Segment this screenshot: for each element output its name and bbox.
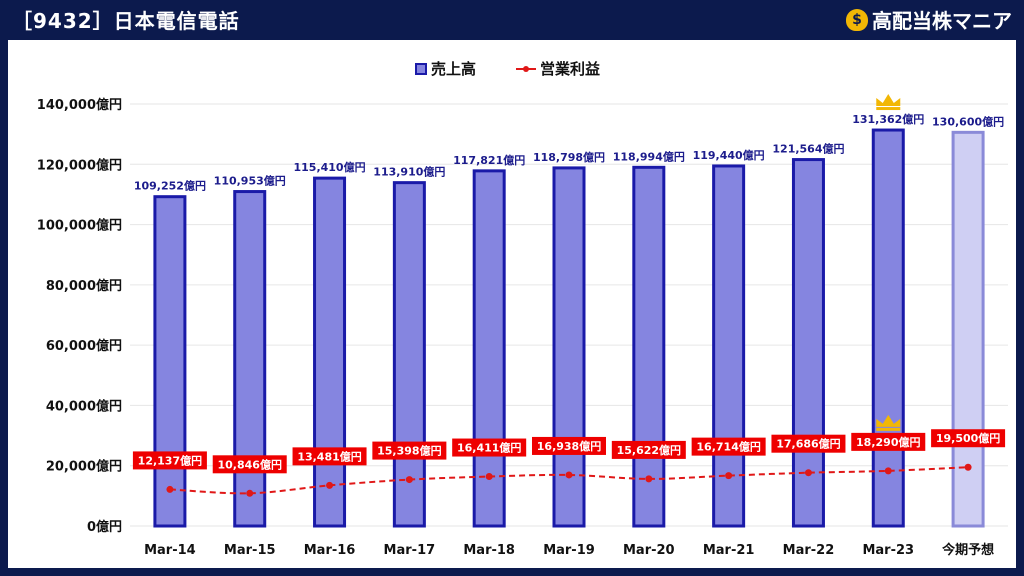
- profit-line: [169, 466, 969, 495]
- legend-line-marker: [523, 66, 529, 72]
- profit-value-label: 13,481億円: [297, 449, 361, 463]
- legend-bar-swatch: [415, 63, 427, 75]
- bar-value-label: 118,994億円: [613, 149, 685, 163]
- profit-point: [725, 472, 733, 480]
- y-tick-label: 40,000億円: [46, 398, 122, 414]
- money-bag-icon: $: [846, 8, 868, 31]
- profit-label-box: [851, 432, 926, 451]
- bar: [153, 195, 187, 528]
- bar-value-label: 130,600億円: [932, 114, 1004, 128]
- y-tick-label: 60,000億円: [46, 338, 122, 354]
- bar-value-label: 117,821億円: [453, 153, 525, 167]
- profit-label-box: [611, 440, 686, 459]
- bar: [712, 164, 746, 528]
- brand-name: 高配当株マニア: [872, 9, 1012, 33]
- x-tick-label: Mar-22: [783, 543, 835, 558]
- bar-value-label: 115,410億円: [293, 160, 365, 174]
- bar: [951, 130, 985, 528]
- profit-point: [964, 463, 972, 471]
- revenue-profit-chart: 0億円 20,000億円 40,000億円 60,000億円 80,000億円 100,0…: [37, 60, 1008, 558]
- profit-point: [485, 473, 493, 481]
- profit-label-box: [292, 447, 367, 466]
- profit-label-box: [212, 455, 287, 474]
- y-tick-label: 140,000億円: [37, 97, 122, 113]
- chart-panel: 0億円 20,000億円 40,000億円 60,000億円 80,000億円 100,0…: [8, 40, 1016, 568]
- profit-label-box: [931, 429, 1006, 448]
- header-bar: ［9432］日本電信電話 $ 高配当株マニア: [0, 0, 1024, 36]
- x-tick-label: Mar-17: [384, 543, 436, 558]
- crown-icon: [876, 414, 901, 427]
- profit-point: [405, 476, 413, 484]
- profit-label-box: [372, 441, 447, 460]
- brand-logo: $ 高配当株マニア: [846, 5, 1012, 34]
- x-tick-label: 今期予想: [941, 542, 994, 558]
- bar: [233, 190, 267, 528]
- bar-value-label: 131,362億円: [852, 112, 924, 126]
- profit-point: [166, 485, 174, 493]
- profit-label-box: [132, 451, 207, 470]
- x-tick-label: Mar-23: [862, 543, 914, 558]
- crown-icon: [876, 94, 901, 107]
- bar: [552, 166, 586, 528]
- bar: [313, 176, 347, 528]
- y-tick-label: 100,000億円: [37, 218, 122, 234]
- profit-value-label: 16,938億円: [537, 439, 601, 453]
- x-tick-label: Mar-19: [543, 543, 595, 558]
- profit-label-box: [691, 437, 766, 456]
- x-tick-label: Mar-16: [304, 543, 356, 558]
- bar: [871, 128, 905, 528]
- bar: [472, 169, 506, 528]
- legend-line-label: 営業利益: [540, 60, 600, 78]
- y-tick-label: 20,000億円: [46, 459, 122, 475]
- crown-icon-base: [876, 107, 901, 111]
- profit-point: [884, 467, 892, 475]
- bar: [392, 181, 426, 528]
- profit-value-label: 18,290億円: [856, 435, 920, 449]
- profit-value-label: 15,398億円: [377, 444, 441, 458]
- x-tick-label: Mar-18: [463, 543, 515, 558]
- profit-value-label: 16,411億円: [457, 441, 521, 455]
- profit-label-box: [532, 436, 606, 455]
- profit-point: [565, 471, 573, 479]
- y-tick-label: 120,000億円: [37, 157, 122, 173]
- crown-icon-base: [876, 427, 901, 431]
- x-tick-label: Mar-20: [623, 543, 675, 558]
- page-title: ［9432］日本電信電話: [12, 9, 240, 33]
- profit-value-label: 15,622億円: [617, 443, 681, 457]
- profit-value-label: 19,500億円: [936, 431, 1000, 445]
- bar-value-label: 119,440億円: [693, 148, 765, 162]
- bar: [632, 165, 666, 528]
- x-tick-label: Mar-21: [703, 543, 755, 558]
- bar-value-label: 110,953億円: [214, 174, 286, 188]
- x-tick-label: Mar-14: [144, 543, 196, 558]
- bar-value-label: 121,564億円: [772, 142, 844, 156]
- bar-value-label: 118,798億円: [533, 150, 605, 164]
- legend-bar-label: 売上高: [431, 60, 476, 78]
- y-tick-label: 80,000億円: [46, 278, 122, 294]
- y-tick-label: 0億円: [87, 519, 122, 535]
- bar-value-label: 113,910億円: [373, 165, 445, 179]
- x-tick-label: Mar-15: [224, 543, 276, 558]
- profit-value-label: 16,714億円: [696, 440, 760, 454]
- profit-point: [645, 475, 653, 483]
- profit-value-label: 17,686億円: [776, 437, 840, 451]
- profit-label-box: [452, 438, 527, 457]
- profit-point: [246, 489, 254, 497]
- profit-value-label: 12,137億円: [138, 453, 202, 467]
- profit-label-box: [771, 434, 846, 453]
- profit-point: [804, 469, 812, 477]
- profit-point: [326, 481, 334, 489]
- bar: [791, 158, 825, 528]
- bar-value-label: 109,252億円: [134, 179, 206, 193]
- profit-value-label: 10,846億円: [218, 457, 282, 471]
